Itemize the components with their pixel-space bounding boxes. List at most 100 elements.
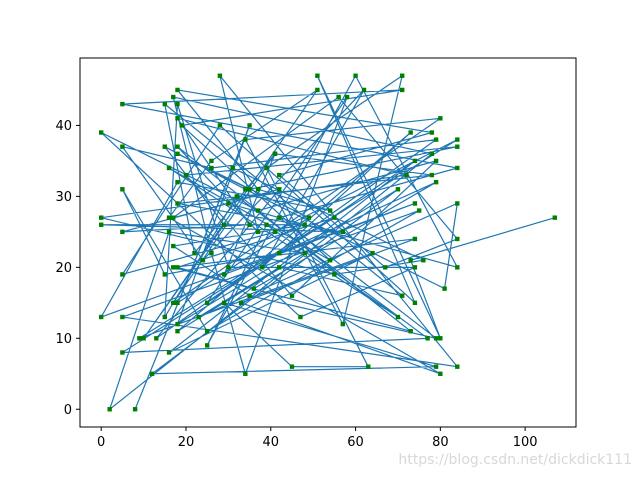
x-tick-label: 80	[432, 435, 449, 450]
data-point-69	[226, 201, 231, 206]
data-point-65	[383, 265, 388, 270]
data-point-6	[120, 272, 125, 277]
data-point-76	[327, 258, 333, 263]
data-point-60	[327, 208, 333, 213]
data-point-43	[395, 187, 401, 192]
data-point-99	[162, 144, 167, 149]
data-point-88	[175, 201, 180, 206]
data-point-48	[366, 364, 371, 369]
data-point-79	[120, 101, 125, 107]
data-point-111	[255, 229, 261, 235]
data-point-113	[455, 364, 460, 369]
series-polyline	[99, 74, 555, 411]
data-point-11	[166, 350, 172, 355]
data-point-57	[412, 201, 418, 206]
data-point-12	[412, 158, 418, 164]
data-point-75	[166, 165, 172, 171]
data-point-50	[399, 73, 405, 78]
data-point-104	[166, 215, 172, 220]
data-point-68	[171, 215, 176, 220]
data-point-64	[277, 172, 282, 178]
data-point-101	[141, 336, 146, 341]
data-point-137	[455, 144, 460, 149]
series-line	[99, 74, 555, 411]
data-point-32	[120, 229, 125, 235]
data-point-72	[204, 343, 210, 348]
data-point-116	[204, 329, 210, 334]
data-point-97	[442, 286, 447, 291]
data-point-23	[408, 130, 413, 135]
data-point-115	[416, 208, 422, 213]
series-markers	[99, 73, 557, 412]
data-point-131	[298, 314, 303, 320]
data-point-13	[204, 300, 210, 306]
data-point-4	[412, 300, 418, 306]
data-point-21	[302, 250, 307, 256]
data-point-78	[399, 87, 405, 93]
data-point-38	[421, 258, 426, 263]
data-point-19	[107, 407, 112, 412]
data-point-51	[340, 321, 346, 327]
data-point-135	[289, 293, 295, 298]
y-tick-label: 40	[55, 119, 72, 134]
data-point-129	[226, 265, 231, 270]
data-point-107	[412, 236, 418, 242]
data-point-39	[230, 165, 235, 171]
data-point-35	[404, 172, 409, 178]
data-point-81	[277, 215, 282, 220]
data-point-5	[217, 123, 223, 128]
data-point-16	[209, 250, 214, 256]
data-point-33	[247, 222, 252, 227]
data-point-28	[209, 165, 214, 171]
data-point-122	[175, 265, 180, 270]
data-point-89	[429, 172, 435, 178]
data-point-119	[277, 250, 282, 256]
data-point-87	[340, 229, 346, 235]
data-point-96	[455, 201, 460, 206]
data-point-56	[221, 272, 227, 277]
data-point-22	[175, 329, 180, 334]
data-point-140	[306, 215, 312, 220]
data-point-109	[408, 329, 413, 334]
data-point-31	[277, 187, 282, 192]
data-point-118	[162, 272, 167, 277]
data-point-105	[438, 371, 443, 376]
data-point-77	[179, 123, 184, 128]
data-point-0	[552, 215, 557, 220]
data-point-94	[277, 265, 282, 270]
data-point-106	[238, 300, 244, 306]
data-point-128	[175, 101, 180, 107]
data-point-15	[243, 371, 248, 376]
data-point-14	[344, 94, 350, 100]
data-point-54	[171, 300, 176, 306]
data-point-136	[183, 172, 189, 178]
x-tick-label: 20	[178, 435, 195, 450]
data-point-120	[433, 179, 439, 185]
data-point-134	[433, 158, 439, 164]
data-point-26	[200, 258, 206, 263]
data-point-124	[120, 350, 125, 355]
data-point-92	[162, 101, 167, 107]
data-point-62	[175, 87, 180, 93]
data-point-9	[137, 336, 142, 341]
watermark: https://blog.csdn.net/dickdick111	[398, 452, 632, 468]
data-point-7	[272, 229, 278, 235]
data-point-91	[192, 250, 197, 256]
data-point-2	[438, 336, 443, 341]
data-point-34	[175, 116, 180, 121]
data-point-100	[221, 222, 227, 227]
data-point-27	[120, 144, 125, 149]
data-point-66	[455, 236, 460, 242]
data-point-37	[332, 272, 337, 277]
data-point-73	[264, 222, 269, 227]
data-point-125	[425, 336, 430, 341]
x-tick-label: 60	[347, 435, 364, 450]
data-point-126	[234, 194, 240, 199]
data-point-127	[162, 314, 167, 320]
data-point-71	[353, 73, 358, 78]
data-point-141	[175, 300, 180, 306]
data-point-93	[399, 293, 405, 298]
data-point-110	[175, 144, 180, 149]
data-point-25	[361, 87, 367, 93]
